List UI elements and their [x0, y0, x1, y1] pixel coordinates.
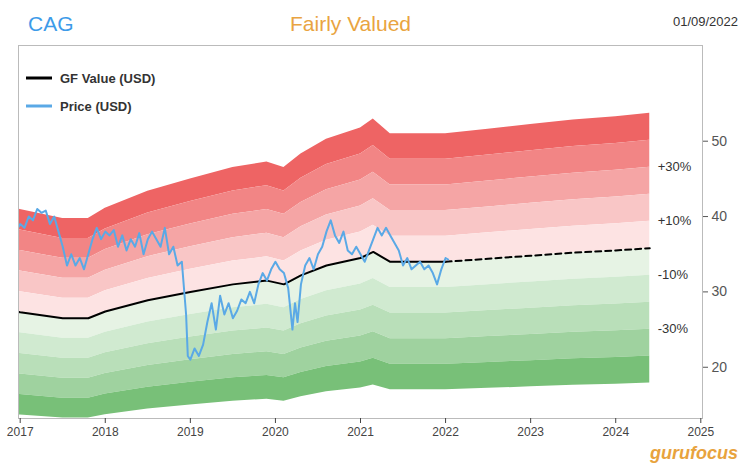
svg-text:2018: 2018	[92, 425, 119, 439]
svg-text:+30%: +30%	[658, 159, 692, 174]
svg-text:2017: 2017	[7, 425, 34, 439]
html-text:GF Value (USD): GF Value (USD)	[60, 70, 156, 86]
svg-text:2024: 2024	[602, 425, 629, 439]
svg-text:2019: 2019	[177, 425, 204, 439]
svg-text:2025: 2025	[687, 425, 714, 439]
svg-text:-10%: -10%	[658, 267, 689, 282]
svg-text:2020: 2020	[262, 425, 289, 439]
svg-text:50: 50	[712, 133, 728, 149]
svg-text:20: 20	[712, 359, 728, 375]
svg-text:40: 40	[712, 208, 728, 224]
html-text:Price (USD): Price (USD)	[60, 98, 132, 114]
svg-text:2021: 2021	[347, 425, 374, 439]
html-text:01/09/2022: 01/09/2022	[672, 14, 738, 29]
svg-text:+10%: +10%	[658, 213, 692, 228]
svg-text:-30%: -30%	[658, 321, 689, 336]
html-text:gurufocus: gurufocus	[650, 443, 738, 463]
svg-text:30: 30	[712, 283, 728, 299]
html-text:Fairly Valued: Fairly Valued	[290, 12, 411, 35]
svg-text:2022: 2022	[432, 425, 459, 439]
html-text:CAG: CAG	[28, 12, 74, 35]
svg-text:2023: 2023	[517, 425, 544, 439]
